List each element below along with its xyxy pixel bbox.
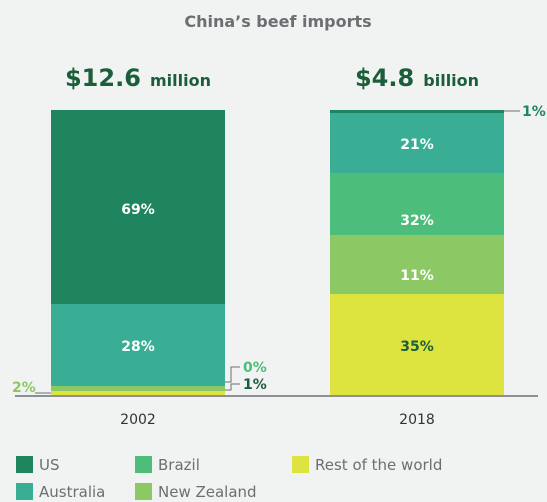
total-2018-unit: billion (423, 71, 479, 90)
bar-2002-rest (51, 391, 225, 395)
callout-2002-australia: 2% (12, 380, 36, 396)
total-2002-amount: $12.6 (65, 64, 141, 92)
legend-swatch-new-zealand (135, 483, 152, 500)
label-2018-rest: 35% (400, 339, 434, 355)
label-2002-us: 69% (121, 202, 155, 218)
label-2018-new-zealand: 11% (400, 268, 434, 284)
bar-2018-australia (330, 113, 504, 173)
bar-2002-new-zealand (51, 386, 225, 391)
legend-swatch-australia (16, 483, 33, 500)
tick-2002: 2002 (120, 412, 156, 428)
total-2018-amount: $4.8 (355, 64, 414, 92)
label-2018-brazil: 32% (400, 213, 434, 229)
total-2002: $12.6 million (65, 64, 211, 92)
label-2018-australia: 21% (400, 137, 434, 153)
callout-2002-new-zealand: 1% (243, 377, 267, 393)
callout-2018-us: 1% (522, 104, 546, 120)
legend-swatch-rest (292, 456, 309, 473)
legend-swatch-brazil (135, 456, 152, 473)
bar-2018-rest (330, 294, 504, 395)
legend-label-rest: Rest of the world (315, 456, 442, 474)
legend-label-new-zealand: New Zealand (158, 483, 257, 501)
callout-2002-brazil: 0% (243, 360, 267, 376)
bar-2018-brazil (330, 173, 504, 235)
tick-2018: 2018 (399, 412, 435, 428)
bar-2018-new-zealand (330, 235, 504, 294)
chart-title: China’s beef imports (184, 12, 371, 31)
leader-2002-bottom (225, 383, 240, 391)
leader-2002-top (225, 366, 240, 383)
label-2002-australia: 28% (121, 339, 155, 355)
bar-2018-us (330, 110, 504, 113)
bar-2002-us (51, 110, 225, 304)
legend-label-us: US (39, 456, 60, 474)
legend-swatch-us (16, 456, 33, 473)
total-2002-unit: million (150, 71, 211, 90)
bar-2002-australia (51, 304, 225, 386)
total-2018: $4.8 billion (355, 64, 479, 92)
legend-label-brazil: Brazil (158, 456, 200, 474)
legend-label-australia: Australia (39, 483, 105, 501)
